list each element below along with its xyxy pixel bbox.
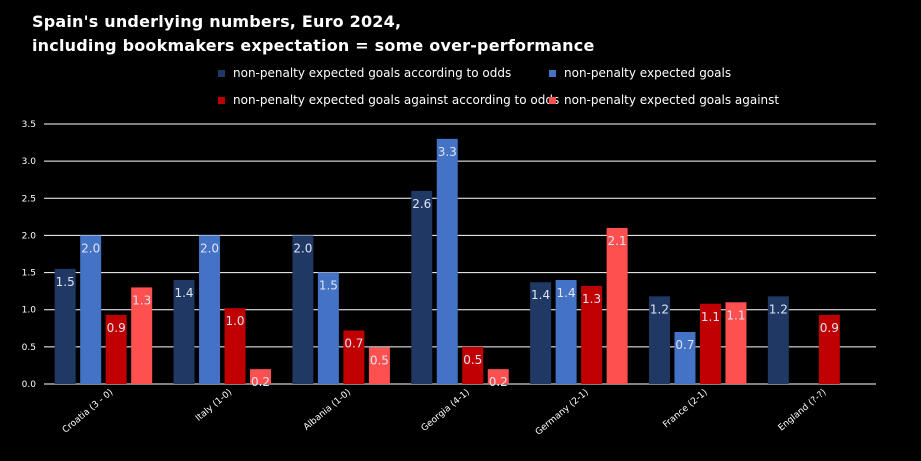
y-tick-label: 2.0	[22, 231, 37, 241]
x-tick-label: France (2-1)	[661, 388, 709, 431]
bar-3-2	[368, 347, 390, 384]
data-label: 2.0	[200, 241, 219, 255]
data-label: 2.0	[293, 241, 312, 255]
x-tick-label: Georgia (4-1)	[420, 388, 472, 434]
data-label: 1.1	[726, 308, 745, 322]
legend-item-xg-odds: non-penalty expected goals according to …	[218, 66, 511, 80]
y-tick-label: 1.5	[22, 269, 36, 279]
bar-0-4	[530, 282, 552, 384]
legend-swatch-xg	[549, 69, 556, 77]
data-label: 1.2	[650, 302, 669, 316]
data-label: 0.9	[107, 321, 126, 335]
data-label: 0.5	[463, 353, 482, 367]
bar-3-0	[131, 287, 153, 384]
data-label: 3.3	[438, 145, 457, 159]
y-tick-label: 3.0	[22, 157, 37, 167]
bar-0-5	[648, 296, 670, 384]
bar-2-6	[818, 314, 840, 384]
data-label: 0.9	[820, 321, 839, 335]
bar-1-1	[199, 235, 221, 384]
y-tick-label: 0.5	[22, 343, 36, 353]
data-label: 0.7	[344, 337, 363, 351]
data-label: 1.4	[557, 286, 576, 300]
x-tick-label: Croatia (3 - 0)	[61, 388, 115, 436]
data-label: 1.5	[56, 275, 75, 289]
data-label: 1.5	[319, 279, 338, 293]
chart-title-line-1: Spain's underlying numbers, Euro 2024,	[32, 12, 402, 31]
bar-2-3	[462, 346, 484, 384]
bar-1-4	[555, 280, 577, 384]
legend-label-xga: non-penalty expected goals against	[564, 93, 780, 107]
y-tick-label: 1.0	[22, 306, 37, 316]
bar-2-2	[343, 330, 365, 384]
data-label: 1.0	[225, 314, 244, 328]
data-label: 2.0	[81, 241, 100, 255]
legend-swatch-xg-odds	[218, 69, 225, 77]
data-label: 2.6	[412, 197, 431, 211]
x-tick-label: Italy (1-0)	[194, 388, 234, 424]
bar-0-1	[173, 280, 195, 384]
data-label: 0.7	[675, 338, 694, 352]
y-tick-label: 2.5	[22, 194, 36, 204]
chart-title: Spain's underlying numbers, Euro 2024, i…	[32, 10, 595, 58]
bar-3-4	[606, 228, 628, 384]
bar-2-5	[699, 303, 721, 384]
bar-0-6	[767, 296, 789, 384]
x-tick-label: Germany (2-1)	[534, 388, 591, 438]
data-label: 1.1	[701, 310, 720, 324]
data-label: 1.3	[132, 293, 151, 307]
data-label: 2.1	[608, 234, 627, 248]
data-label: 0.2	[489, 375, 508, 389]
x-tick-label: England (?-?)	[777, 388, 829, 434]
data-label: 1.2	[769, 302, 788, 316]
bar-1-5	[674, 332, 696, 384]
bar-1-0	[80, 235, 102, 384]
legend-swatch-xga-odds	[218, 96, 225, 104]
y-tick-label: 3.5	[22, 120, 36, 130]
bar-0-3	[411, 190, 433, 384]
bar-0-0	[54, 268, 76, 384]
bar-0-2	[292, 235, 314, 384]
legend-label-xga-odds: non-penalty expected goals against accor…	[233, 93, 560, 107]
legend-item-xga: non-penalty expected goals against	[549, 93, 779, 107]
data-label: 1.4	[174, 286, 193, 300]
legend-item-xga-odds: non-penalty expected goals against accor…	[218, 93, 559, 107]
bar-3-3	[487, 369, 509, 384]
bar-3-5	[725, 302, 747, 384]
x-tick-label: Albania (1-0)	[302, 388, 353, 433]
y-tick-label: 0.0	[22, 380, 37, 390]
bar-3-1	[250, 369, 272, 384]
legend-swatch-xga	[549, 96, 556, 104]
data-label: 0.5	[370, 354, 389, 368]
data-label: 0.2	[251, 375, 270, 389]
legend-label-xg: non-penalty expected goals	[564, 66, 732, 80]
legend-item-xg: non-penalty expected goals	[549, 66, 731, 80]
bar-2-4	[581, 285, 603, 384]
bar-1-2	[317, 272, 339, 384]
bar-2-1	[224, 308, 246, 384]
data-label: 1.3	[582, 292, 601, 306]
data-label: 1.4	[531, 288, 550, 302]
bar-1-3	[436, 138, 458, 384]
chart-title-line-2: including bookmakers expectation = some …	[32, 36, 595, 55]
legend-label-xg-odds: non-penalty expected goals according to …	[233, 66, 512, 80]
bar-2-0	[105, 314, 127, 384]
